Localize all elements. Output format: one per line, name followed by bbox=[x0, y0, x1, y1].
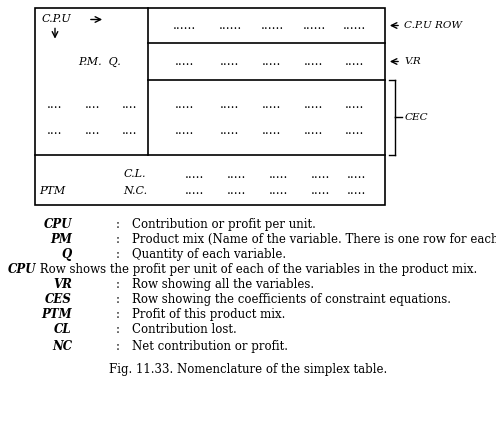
Text: Quantity of each variable.: Quantity of each variable. bbox=[132, 248, 286, 261]
Text: ....: .... bbox=[122, 124, 138, 137]
Text: :: : bbox=[116, 278, 120, 291]
Text: .....: ..... bbox=[305, 55, 324, 68]
Text: Fig. 11.33. Nomenclature of the simplex table.: Fig. 11.33. Nomenclature of the simplex … bbox=[109, 363, 387, 376]
Bar bbox=[35, 8, 385, 205]
Text: :: : bbox=[116, 218, 120, 231]
Text: .....: ..... bbox=[186, 184, 205, 198]
Text: CEC: CEC bbox=[405, 113, 429, 122]
Text: C.P.U: C.P.U bbox=[42, 14, 72, 25]
Text: ....: .... bbox=[85, 98, 101, 111]
Text: .....: ..... bbox=[305, 124, 324, 137]
Text: Contribution lost.: Contribution lost. bbox=[132, 323, 237, 336]
Text: .....: ..... bbox=[175, 98, 195, 111]
Text: ......: ...... bbox=[174, 19, 196, 32]
Text: Net contribution or profit.: Net contribution or profit. bbox=[132, 340, 288, 353]
Text: .....: ..... bbox=[345, 55, 365, 68]
Text: ....: .... bbox=[85, 124, 101, 137]
Text: Profit of this product mix.: Profit of this product mix. bbox=[132, 308, 285, 321]
Text: ....: .... bbox=[47, 98, 63, 111]
Text: .....: ..... bbox=[186, 168, 205, 181]
Text: ......: ...... bbox=[303, 19, 326, 32]
Text: ....: .... bbox=[122, 98, 138, 111]
Text: Row shows the profit per unit of each of the variables in the product mix.: Row shows the profit per unit of each of… bbox=[36, 263, 477, 276]
Text: :: : bbox=[116, 293, 120, 306]
Text: CPU: CPU bbox=[44, 218, 72, 231]
Text: ....: .... bbox=[47, 124, 63, 137]
Text: C.P.U ROW: C.P.U ROW bbox=[404, 21, 462, 30]
Text: .....: ..... bbox=[345, 124, 365, 137]
Text: Q: Q bbox=[62, 248, 72, 261]
Text: C.L.: C.L. bbox=[124, 169, 146, 179]
Text: .....: ..... bbox=[305, 98, 324, 111]
Text: :: : bbox=[116, 340, 120, 353]
Text: .....: ..... bbox=[220, 98, 240, 111]
Text: ......: ...... bbox=[218, 19, 242, 32]
Text: .....: ..... bbox=[175, 124, 195, 137]
Text: :: : bbox=[116, 248, 120, 261]
Text: ......: ...... bbox=[260, 19, 284, 32]
Text: .....: ..... bbox=[227, 168, 247, 181]
Text: .....: ..... bbox=[262, 98, 282, 111]
Text: :: : bbox=[116, 323, 120, 336]
Text: CPU: CPU bbox=[8, 263, 37, 276]
Text: CL: CL bbox=[55, 323, 72, 336]
Text: .....: ..... bbox=[347, 168, 367, 181]
Text: :: : bbox=[116, 308, 120, 321]
Text: .....: ..... bbox=[175, 55, 195, 68]
Text: .....: ..... bbox=[347, 184, 367, 198]
Text: :: : bbox=[116, 233, 120, 246]
Text: Row showing the coefficients of constraint equations.: Row showing the coefficients of constrai… bbox=[132, 293, 451, 306]
Text: P.M.  Q.: P.M. Q. bbox=[79, 56, 122, 66]
Text: ......: ...... bbox=[343, 19, 367, 32]
Text: Product mix (Name of the variable. There is one row for each variable).: Product mix (Name of the variable. There… bbox=[132, 233, 496, 246]
Text: .....: ..... bbox=[345, 98, 365, 111]
Text: Contribution or profit per unit.: Contribution or profit per unit. bbox=[132, 218, 316, 231]
Text: PTM: PTM bbox=[39, 186, 65, 196]
Text: .....: ..... bbox=[262, 55, 282, 68]
Text: N.C.: N.C. bbox=[123, 186, 147, 196]
Text: .....: ..... bbox=[311, 168, 331, 181]
Text: .....: ..... bbox=[220, 124, 240, 137]
Text: .....: ..... bbox=[262, 124, 282, 137]
Text: PTM: PTM bbox=[41, 308, 72, 321]
Text: .....: ..... bbox=[227, 184, 247, 198]
Text: .....: ..... bbox=[220, 55, 240, 68]
Text: VR: VR bbox=[53, 278, 72, 291]
Text: .....: ..... bbox=[269, 168, 289, 181]
Text: Row showing all the variables.: Row showing all the variables. bbox=[132, 278, 314, 291]
Text: CES: CES bbox=[45, 293, 72, 306]
Text: V.R: V.R bbox=[404, 57, 421, 66]
Text: .....: ..... bbox=[269, 184, 289, 198]
Text: .....: ..... bbox=[311, 184, 331, 198]
Text: PM: PM bbox=[50, 233, 72, 246]
Text: NC: NC bbox=[52, 340, 72, 353]
